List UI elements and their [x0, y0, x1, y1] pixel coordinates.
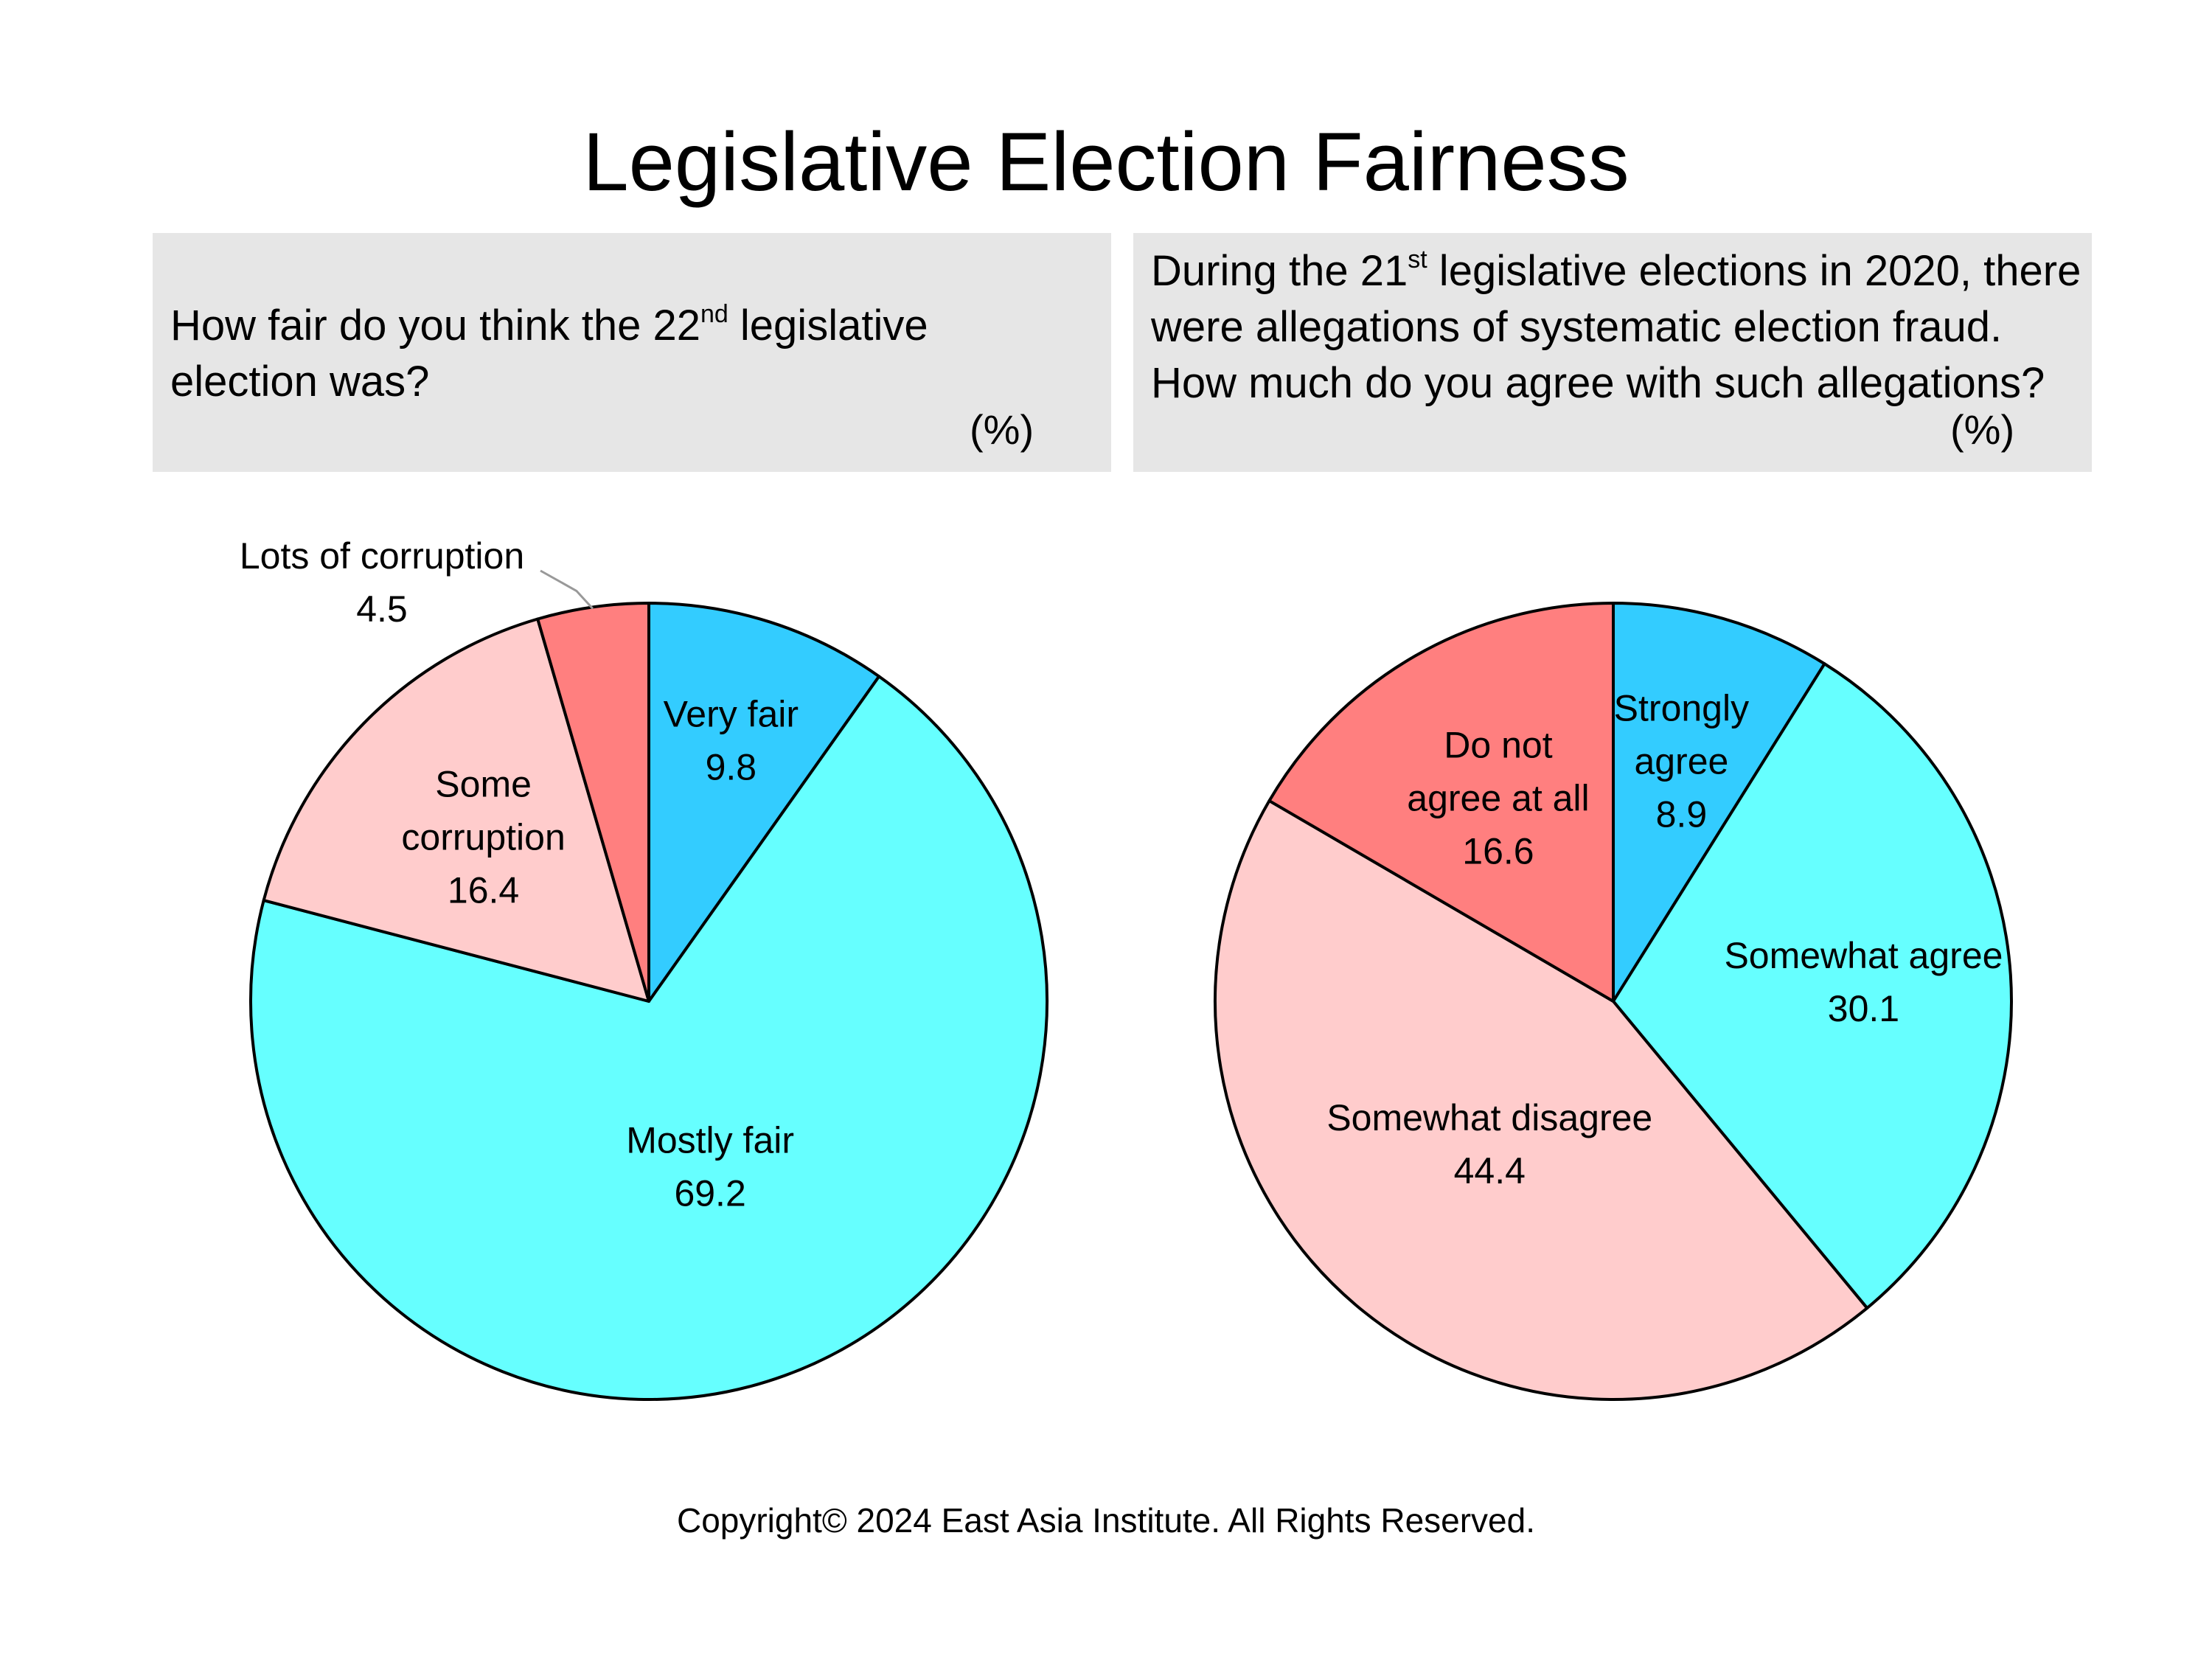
slice-lots-of-corruption-value: 4.5	[356, 588, 408, 630]
slice-somewhat-agree-value: 30.1	[1828, 988, 1899, 1029]
slice-some-corruption-value: 16.4	[448, 870, 519, 911]
question-text-part: legislative elections in 2020, there wer…	[1151, 247, 2081, 407]
callout-leader-line	[540, 569, 594, 610]
question-text-fraud: During the 21st legislative elections in…	[1151, 243, 2087, 411]
question-ordinal-suffix: st	[1408, 246, 1427, 274]
slice-do-not-agree-at-all-label: agree at all	[1407, 778, 1589, 819]
question-ordinal-suffix: nd	[700, 300, 728, 328]
slice-strongly-agree-label: Strongly	[1614, 687, 1749, 728]
slice-strongly-agree-value: 8.9	[1656, 793, 1708, 835]
question-box-fairness: How fair do you think the 22nd legislati…	[153, 233, 1111, 472]
slice-lots-of-corruption-label: Lots of corruption	[240, 535, 524, 577]
slice-very-fair-value: 9.8	[706, 746, 757, 787]
chart-title: Legislative Election Fairness	[582, 116, 1630, 208]
slice-mostly-fair-label: Mostly fair	[626, 1120, 794, 1161]
question-text-part: During the 21	[1151, 247, 1408, 295]
slice-do-not-agree-at-all	[1267, 602, 1615, 1003]
copyright-notice: Copyright© 2024 East Asia Institute. All…	[676, 1501, 1536, 1540]
slice-somewhat-disagree-label: Somewhat disagree	[1326, 1097, 1652, 1138]
unit-label: (%)	[1950, 406, 2015, 453]
slice-strongly-agree	[1612, 602, 1826, 1003]
slice-somewhat-disagree	[1214, 799, 1869, 1401]
slice-some-corruption-label: corruption	[401, 817, 565, 858]
slice-do-not-agree-at-all-value: 16.6	[1462, 831, 1534, 872]
slice-strongly-agree-label: agree	[1634, 740, 1728, 782]
question-box-fraud: During the 21st legislative elections in…	[1133, 233, 2092, 472]
slice-mostly-fair	[249, 675, 1048, 1401]
question-text-fairness: How fair do you think the 22nd legislati…	[170, 298, 1055, 410]
question-text-part: legislative election was?	[170, 302, 928, 406]
slice-very-fair-label: Very fair	[664, 693, 799, 734]
slice-somewhat-agree-label: Somewhat agree	[1724, 935, 2003, 976]
fraud-pie: Strongly agree 8.9 Somewhat agree 30.1 Somewh…	[1214, 602, 2013, 1401]
slice-very-fair	[647, 602, 881, 1003]
slice-somewhat-agree	[1612, 662, 2013, 1310]
slice-some-corruption	[262, 617, 650, 1003]
question-text-part: How fair do you think the 22	[170, 302, 700, 349]
slice-somewhat-disagree-value: 44.4	[1454, 1150, 1526, 1192]
unit-label: (%)	[970, 406, 1034, 453]
slice-mostly-fair-value: 69.2	[674, 1173, 745, 1214]
fairness-pie: Very fair 9.8 Mostly fair 69.2 Some corruptio…	[240, 535, 1048, 1401]
slice-some-corruption-label: Some	[435, 764, 532, 805]
slice-do-not-agree-at-all-label: Do not	[1444, 725, 1552, 766]
